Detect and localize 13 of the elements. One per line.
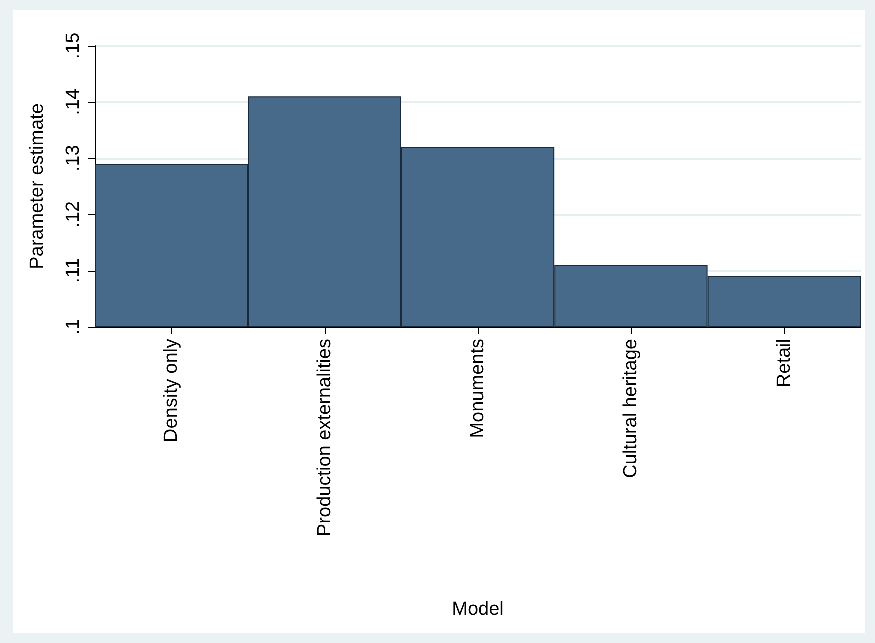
x-tick-label: Retail bbox=[774, 339, 795, 388]
x-tick-label: Production externalities bbox=[314, 339, 336, 536]
y-tick-label: .13 bbox=[63, 145, 84, 172]
x-tick-label: Cultural heritage bbox=[620, 339, 642, 478]
y-tick-label: .15 bbox=[63, 32, 84, 60]
y-axis-title: Parameter estimate bbox=[27, 104, 48, 270]
y-tick-label: .11 bbox=[63, 258, 84, 284]
y-tick-label: .14 bbox=[63, 88, 84, 116]
x-tick-label: Monuments bbox=[468, 339, 488, 438]
y-tick-label: .12 bbox=[63, 201, 84, 228]
x-axis-title: Model bbox=[452, 599, 504, 620]
x-tick-label: Density only bbox=[161, 338, 182, 442]
y-tick-label: .1 bbox=[63, 319, 84, 335]
